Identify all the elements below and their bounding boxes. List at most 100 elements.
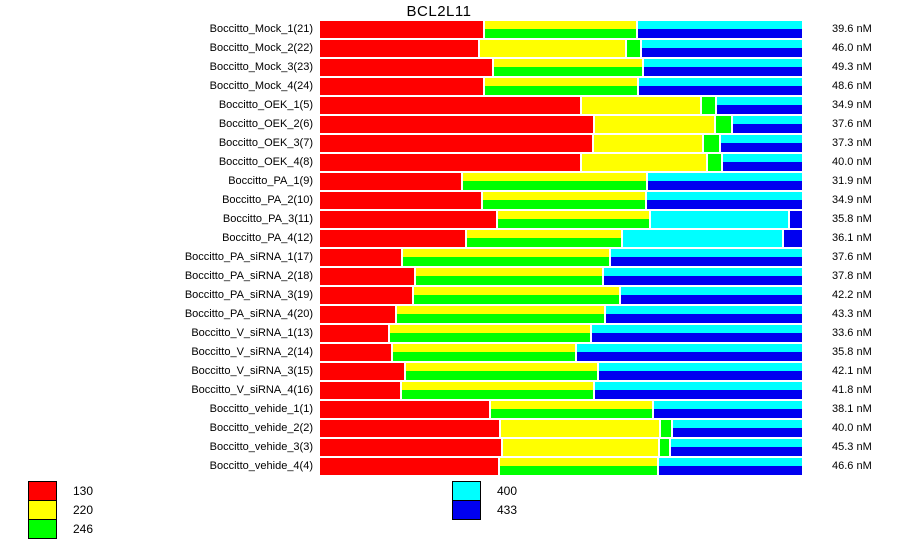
stacked-bar <box>320 59 802 76</box>
bar-segment-130 <box>320 154 580 171</box>
row-value: 48.6 nM <box>832 80 872 92</box>
bar-segment-220-246 <box>466 230 621 247</box>
stacked-bar <box>320 306 802 323</box>
row-value: 40.0 nM <box>832 156 872 168</box>
bar-segment-130 <box>320 59 492 76</box>
bar-segment-130 <box>320 116 594 133</box>
row-label: Boccitto_V_siRNA_3(15) <box>191 365 313 377</box>
row-label: Boccitto_vehide_1(1) <box>209 403 313 415</box>
stacked-bar <box>320 249 802 266</box>
bar-segment-220-246 <box>484 21 636 38</box>
row-label: Boccitto_Mock_2(22) <box>209 42 313 54</box>
row-value: 35.8 nM <box>832 213 872 225</box>
bar-segment-400-433 <box>638 78 802 95</box>
bar-segment-130 <box>320 420 500 437</box>
row-value: 37.6 nM <box>832 118 872 130</box>
bar-row: Boccitto_vehide_1(1) 38.1 nM <box>0 401 872 420</box>
row-value: 31.9 nM <box>832 175 872 187</box>
row-label: Boccitto_Mock_4(24) <box>209 80 313 92</box>
stacked-bar <box>320 97 802 114</box>
bar-segment-400-433 <box>717 97 802 114</box>
bar-segment-220 <box>595 116 714 133</box>
bar-segment-130 <box>320 458 499 475</box>
bar-segment-130 <box>320 21 483 38</box>
stacked-bar <box>320 382 802 399</box>
stacked-bar <box>320 344 802 361</box>
legend-item: 220 <box>28 500 93 520</box>
bar-row: Boccitto_Mock_2(22) 46.0 nM <box>0 40 872 59</box>
legend-swatch-220 <box>28 500 57 520</box>
bar-segment-220 <box>502 439 658 456</box>
bar-segment-220-246 <box>483 192 646 209</box>
bar-segment-400-433 <box>594 382 802 399</box>
row-value: 42.2 nM <box>832 289 872 301</box>
bar-segment-130 <box>320 97 580 114</box>
bar-segment-220-246 <box>389 325 590 342</box>
legend-label: 220 <box>73 503 94 517</box>
bar-segment-246 <box>704 135 720 152</box>
bar-segment-220-246 <box>402 382 593 399</box>
bar-segment-400-433 <box>576 344 802 361</box>
bar-row: Boccitto_PA_4(12) 36.1 nM <box>0 230 872 249</box>
bar-segment-130 <box>320 135 592 152</box>
bar-segment-130 <box>320 40 479 57</box>
bar-segment-246 <box>659 439 669 456</box>
bar-segment-220-246 <box>413 287 620 304</box>
bar-row: Boccitto_Mock_1(21) 39.6 nM <box>0 21 872 40</box>
bar-segment-400-433 <box>647 192 802 209</box>
stacked-bar <box>320 420 802 437</box>
bar-segment-400-433 <box>722 154 802 171</box>
bar-row: Boccitto_V_siRNA_4(16) 41.8 nM <box>0 382 872 401</box>
bar-segment-130 <box>320 78 484 95</box>
stacked-bar <box>320 173 802 190</box>
bar-segment-130 <box>320 363 405 380</box>
bar-row: Boccitto_PA_3(11) 35.8 nM <box>0 211 872 230</box>
bar-row: Boccitto_OEK_4(8) 40.0 nM <box>0 154 872 173</box>
legend-label: 433 <box>497 503 518 517</box>
bar-segment-220 <box>593 135 703 152</box>
legend-item: 433 <box>452 500 517 520</box>
row-label: Boccitto_Mock_3(23) <box>209 61 313 73</box>
stacked-bar <box>320 363 802 380</box>
row-value: 41.8 nM <box>832 384 872 396</box>
bar-segment-400 <box>622 230 782 247</box>
row-label: Boccitto_V_siRNA_1(13) <box>191 327 313 339</box>
legend-item: 130 <box>28 481 93 501</box>
row-label: Boccitto_PA_siRNA_1(17) <box>184 251 313 263</box>
legend-swatch-246 <box>28 519 57 539</box>
stacked-bar <box>320 458 802 475</box>
row-label: Boccitto_OEK_2(6) <box>218 118 313 130</box>
stacked-bar <box>320 439 802 456</box>
bar-row: Boccitto_vehide_2(2) 40.0 nM <box>0 420 872 439</box>
bar-row: Boccitto_Mock_4(24) 48.6 nM <box>0 78 872 97</box>
legend-left: 130 220 246 <box>28 481 93 539</box>
bar-row: Boccitto_Mock_3(23) 49.3 nM <box>0 59 872 78</box>
bar-segment-130 <box>320 230 465 247</box>
bar-row: Boccitto_PA_siRNA_4(20) 43.3 nM <box>0 306 872 325</box>
stacked-bar <box>320 211 802 228</box>
stacked-bar <box>320 192 802 209</box>
bar-segment-220 <box>581 154 706 171</box>
stacked-bar <box>320 401 802 418</box>
bar-segment-400-433 <box>599 363 802 380</box>
row-value: 37.6 nM <box>832 251 872 263</box>
bar-segment-220-246 <box>393 344 575 361</box>
bar-segment-220 <box>581 97 701 114</box>
bar-segment-130 <box>320 268 415 285</box>
bar-row: Boccitto_V_siRNA_1(13) 33.6 nM <box>0 325 872 344</box>
bar-segment-400-433 <box>644 59 802 76</box>
row-label: Boccitto_PA_siRNA_4(20) <box>184 308 313 320</box>
row-label: Boccitto_PA_1(9) <box>228 175 313 187</box>
row-value: 34.9 nM <box>832 194 872 206</box>
legend-swatch-130 <box>28 481 57 501</box>
bar-row: Boccitto_vehide_3(3) 45.3 nM <box>0 439 872 458</box>
bar-segment-220-246 <box>498 211 650 228</box>
bar-segment-130 <box>320 306 395 323</box>
bar-segment-220-246 <box>406 363 598 380</box>
stacked-bar <box>320 230 802 247</box>
bar-segment-246 <box>661 420 671 437</box>
row-value: 36.1 nM <box>832 232 872 244</box>
bar-segment-400-433 <box>732 116 802 133</box>
bar-segment-400-433 <box>641 40 802 57</box>
legend-item: 400 <box>452 481 517 501</box>
